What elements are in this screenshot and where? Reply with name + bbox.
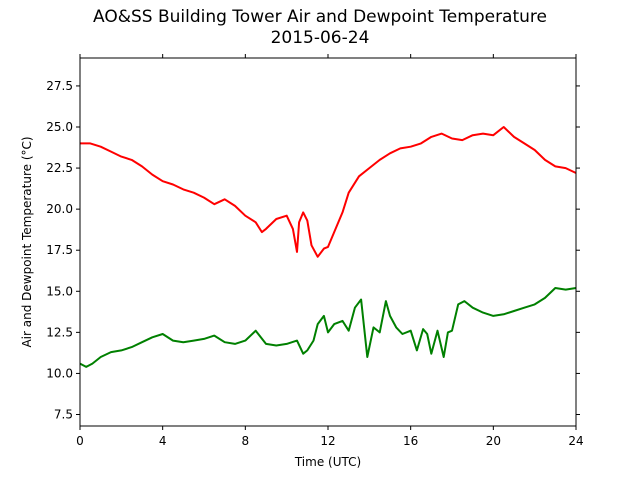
x-tick-label: 12 — [320, 434, 335, 448]
x-axis-label: Time (UTC) — [294, 455, 361, 469]
y-tick-label: 22.5 — [46, 161, 73, 175]
x-tick-label: 4 — [159, 434, 167, 448]
y-tick-label: 20.0 — [46, 202, 73, 216]
y-tick-label: 25.0 — [46, 120, 73, 134]
x-tick-label: 0 — [76, 434, 84, 448]
x-tick-label: 20 — [486, 434, 501, 448]
chart-title: AO&SS Building Tower Air and Dewpoint Te… — [92, 7, 547, 27]
chart-subtitle: 2015-06-24 — [270, 28, 370, 48]
x-tick-label: 24 — [568, 434, 583, 448]
series-layer — [79, 126, 577, 368]
dewpoint-temperature-line — [79, 287, 577, 368]
y-tick-label: 27.5 — [46, 79, 73, 93]
y-tick-label: 7.5 — [54, 408, 73, 422]
x-tick-label: 16 — [403, 434, 418, 448]
y-axis-label: Air and Dewpoint Temperature (°C) — [20, 136, 34, 347]
plot-frame — [79, 57, 577, 427]
y-tick-label: 12.5 — [46, 325, 73, 339]
air-temperature-line — [80, 126, 577, 258]
y-tick-label: 10.0 — [46, 366, 73, 380]
y-tick-label: 17.5 — [46, 243, 73, 257]
tick-layer: 0 4 8 12 16 20 24 7.5 10.0 12.5 15.0 17.5 20.0 22.5 25… — [46, 54, 584, 448]
y-tick-label: 15.0 — [46, 284, 73, 298]
x-tick-label: 8 — [242, 434, 250, 448]
